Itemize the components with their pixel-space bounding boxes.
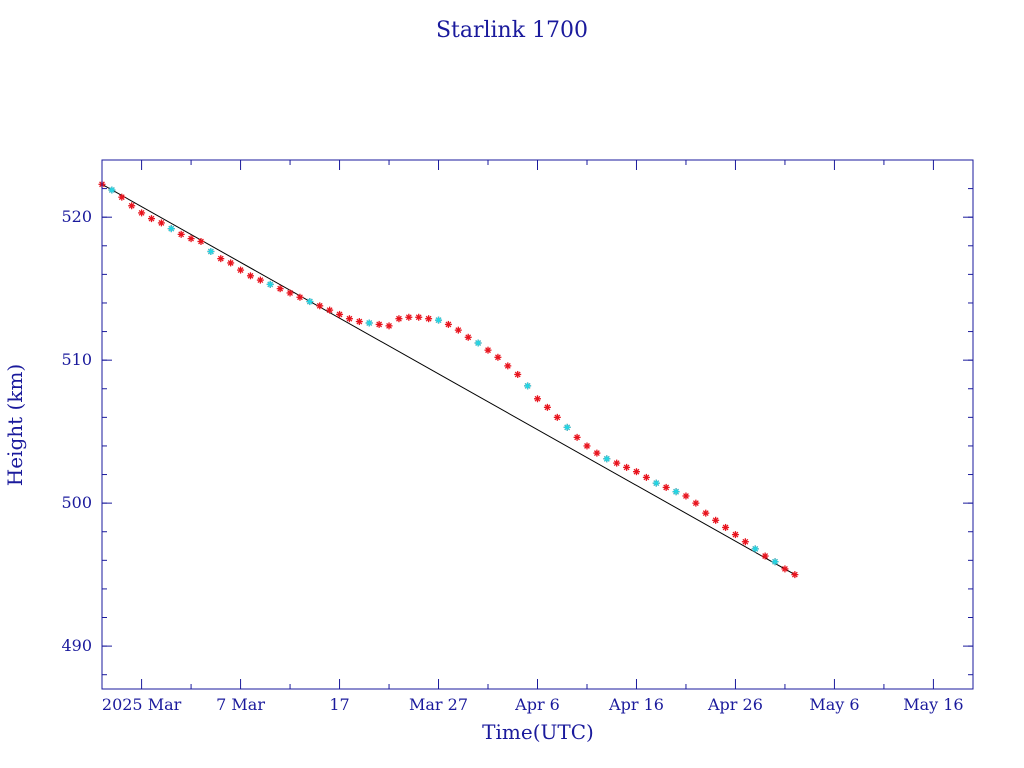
data-point-alt bbox=[108, 186, 116, 194]
data-point bbox=[553, 413, 561, 421]
data-point bbox=[632, 468, 640, 476]
data-point-alt bbox=[167, 225, 175, 233]
y-tick-label: 520 bbox=[61, 207, 92, 226]
data-point bbox=[682, 492, 690, 500]
x-tick-label: Apr 26 bbox=[707, 695, 763, 714]
data-point bbox=[326, 306, 334, 314]
data-point bbox=[237, 266, 245, 274]
y-axis-title: Height (km) bbox=[3, 364, 27, 486]
data-point bbox=[583, 442, 591, 450]
data-point bbox=[722, 523, 730, 531]
x-tick-label: 7 Mar bbox=[216, 695, 265, 714]
data-point bbox=[781, 565, 789, 573]
data-point bbox=[593, 449, 601, 457]
data-point bbox=[741, 538, 749, 546]
data-point-alt bbox=[751, 545, 759, 553]
data-point bbox=[642, 473, 650, 481]
data-point bbox=[286, 289, 294, 297]
data-point bbox=[712, 516, 720, 524]
data-point-alt bbox=[365, 319, 373, 327]
x-tick-label: May 6 bbox=[809, 695, 859, 714]
data-point bbox=[573, 433, 581, 441]
data-point bbox=[296, 293, 304, 301]
data-point bbox=[138, 209, 146, 217]
data-point bbox=[345, 315, 353, 323]
data-point bbox=[375, 320, 383, 328]
axis-ticks bbox=[102, 159, 973, 689]
data-point bbox=[118, 193, 126, 201]
data-point bbox=[177, 230, 185, 238]
data-point bbox=[514, 370, 522, 378]
data-point bbox=[385, 322, 393, 330]
data-point-alt bbox=[306, 298, 314, 306]
data-point bbox=[464, 333, 472, 341]
data-point bbox=[444, 320, 452, 328]
data-point bbox=[187, 235, 195, 243]
data-point bbox=[415, 313, 423, 321]
data-point bbox=[761, 552, 769, 560]
data-point-alt bbox=[435, 316, 443, 324]
tick-labels: 2025 Mar 7 Mar 17 Mar 27 Apr 6 Apr 16 Apr 26 Ma… bbox=[61, 207, 963, 714]
x-tick-label: Apr 6 bbox=[514, 695, 560, 714]
data-point-alt bbox=[524, 382, 532, 390]
data-point bbox=[157, 219, 165, 227]
data-point-alt bbox=[771, 558, 779, 566]
data-point bbox=[405, 313, 413, 321]
data-point bbox=[276, 285, 284, 293]
data-point-alt bbox=[207, 248, 215, 256]
data-point-alt bbox=[603, 455, 611, 463]
data-point bbox=[534, 395, 541, 403]
data-point bbox=[147, 215, 155, 223]
y-tick-label: 510 bbox=[61, 350, 92, 369]
x-tick-label: Apr 16 bbox=[608, 695, 664, 714]
data-points bbox=[98, 180, 799, 579]
x-tick-label: 17 bbox=[329, 695, 349, 714]
data-point bbox=[702, 509, 710, 517]
plot-frame bbox=[101, 159, 974, 690]
x-tick-label: Mar 27 bbox=[409, 695, 468, 714]
data-point bbox=[504, 362, 512, 370]
data-point bbox=[484, 346, 492, 354]
data-point bbox=[256, 276, 264, 284]
data-point bbox=[197, 237, 205, 245]
data-point-alt bbox=[672, 488, 680, 496]
data-point bbox=[613, 459, 621, 467]
data-point bbox=[336, 310, 344, 318]
x-tick-label: May 16 bbox=[903, 695, 963, 714]
data-point-alt bbox=[266, 280, 274, 288]
data-point bbox=[731, 531, 739, 539]
data-point-alt bbox=[652, 479, 660, 487]
x-tick-label: 2025 Mar bbox=[102, 695, 182, 714]
data-point bbox=[246, 272, 254, 280]
y-tick-label: 500 bbox=[61, 493, 92, 512]
data-point bbox=[454, 326, 462, 334]
data-point bbox=[543, 403, 551, 411]
data-point bbox=[425, 315, 433, 323]
data-point bbox=[395, 315, 403, 323]
data-point-alt bbox=[563, 423, 571, 431]
x-axis-title: Time(UTC) bbox=[482, 720, 594, 744]
data-point bbox=[662, 483, 670, 491]
data-point bbox=[355, 318, 363, 326]
y-tick-label: 490 bbox=[61, 636, 92, 655]
data-point bbox=[316, 302, 324, 310]
data-point bbox=[692, 499, 700, 507]
data-point bbox=[494, 353, 502, 361]
chart-title: Starlink 1700 bbox=[436, 18, 588, 43]
data-point bbox=[128, 202, 136, 210]
data-point bbox=[227, 259, 235, 267]
data-point bbox=[623, 463, 631, 471]
data-point-alt bbox=[474, 339, 482, 347]
trend-line bbox=[101, 183, 796, 576]
data-point bbox=[217, 255, 225, 263]
data-point bbox=[791, 571, 799, 579]
